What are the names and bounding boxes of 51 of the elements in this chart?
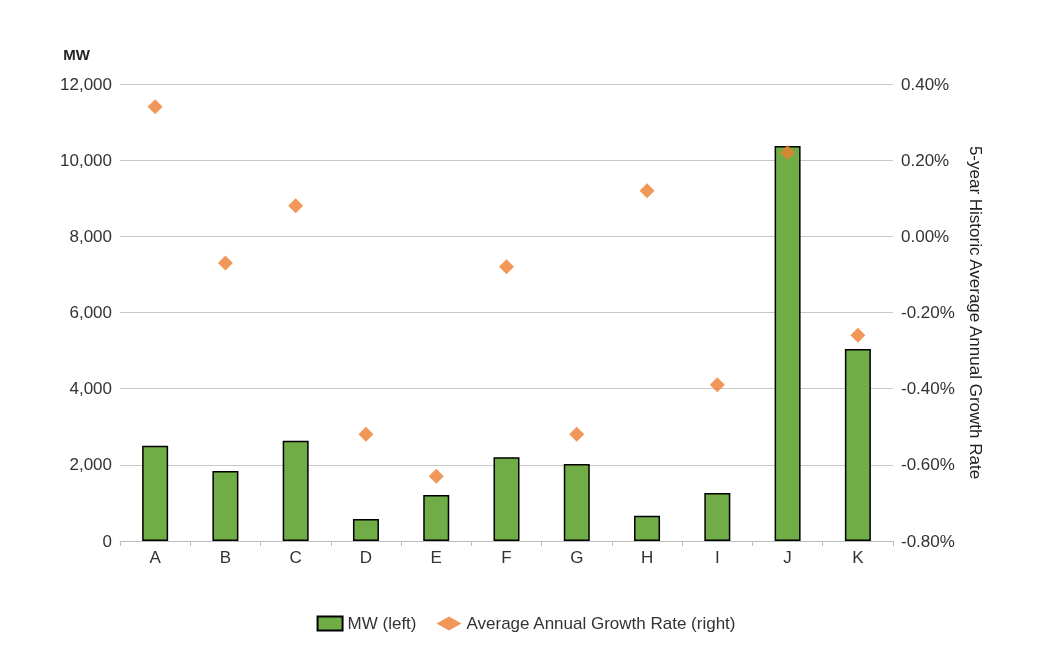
x-tick-label: G [570, 548, 584, 567]
x-tick-label: J [783, 548, 792, 567]
x-tick-label: K [852, 548, 865, 567]
point [358, 426, 374, 442]
point [850, 327, 866, 343]
point [639, 183, 655, 199]
point [288, 198, 304, 214]
point [147, 99, 163, 115]
bar [212, 470, 239, 541]
bar [142, 445, 169, 541]
y-tick-label: 12,000 [60, 74, 112, 94]
bar [774, 146, 801, 541]
legend-label: Average Annual Growth Rate (right) [466, 614, 736, 633]
x-tick-label: E [430, 548, 442, 567]
point [499, 259, 514, 275]
x-tick-label: F [501, 548, 512, 567]
point [428, 468, 444, 484]
point [217, 255, 233, 271]
x-tick-label: H [640, 548, 654, 567]
y-tick-label: 4,000 [69, 379, 112, 399]
bar [634, 515, 661, 541]
y-tick-label: 10,000 [60, 150, 112, 170]
bar [704, 493, 731, 541]
y2-tick-label: -0.20% [901, 303, 955, 322]
y2-tick-label: 0.40% [901, 74, 950, 94]
y2-tick-label: -0.80% [901, 531, 955, 551]
x-tick-label: C [289, 548, 302, 567]
y-tick-label: 8,000 [69, 226, 112, 246]
bar [352, 518, 379, 541]
y2-axis-title: 5-year Historic Average Annual Growth Rate [966, 145, 986, 480]
point [780, 145, 796, 161]
y-tick-label: 0 [102, 531, 112, 551]
bar [493, 457, 520, 541]
x-tick-label: I [714, 548, 720, 567]
y2-tick-label: -0.60% [901, 455, 955, 475]
x-tick-label: D [359, 548, 373, 567]
y-tick-label: 2,000 [69, 455, 112, 475]
point [569, 426, 585, 442]
y2-tick-label: -0.40% [901, 379, 955, 399]
bar [844, 349, 871, 541]
legend-label: MW (left) [347, 614, 417, 633]
x-tick-label: B [219, 548, 232, 567]
y-axis-title: MW [63, 46, 91, 63]
y2-tick-label: 0.20% [901, 150, 950, 170]
y-tick-label: 6,000 [69, 303, 112, 322]
point [709, 377, 725, 393]
bar [282, 440, 309, 541]
bar [563, 464, 590, 541]
bar [423, 494, 450, 541]
y2-tick-label: 0.00% [901, 226, 950, 246]
x-tick-label: A [149, 548, 162, 567]
